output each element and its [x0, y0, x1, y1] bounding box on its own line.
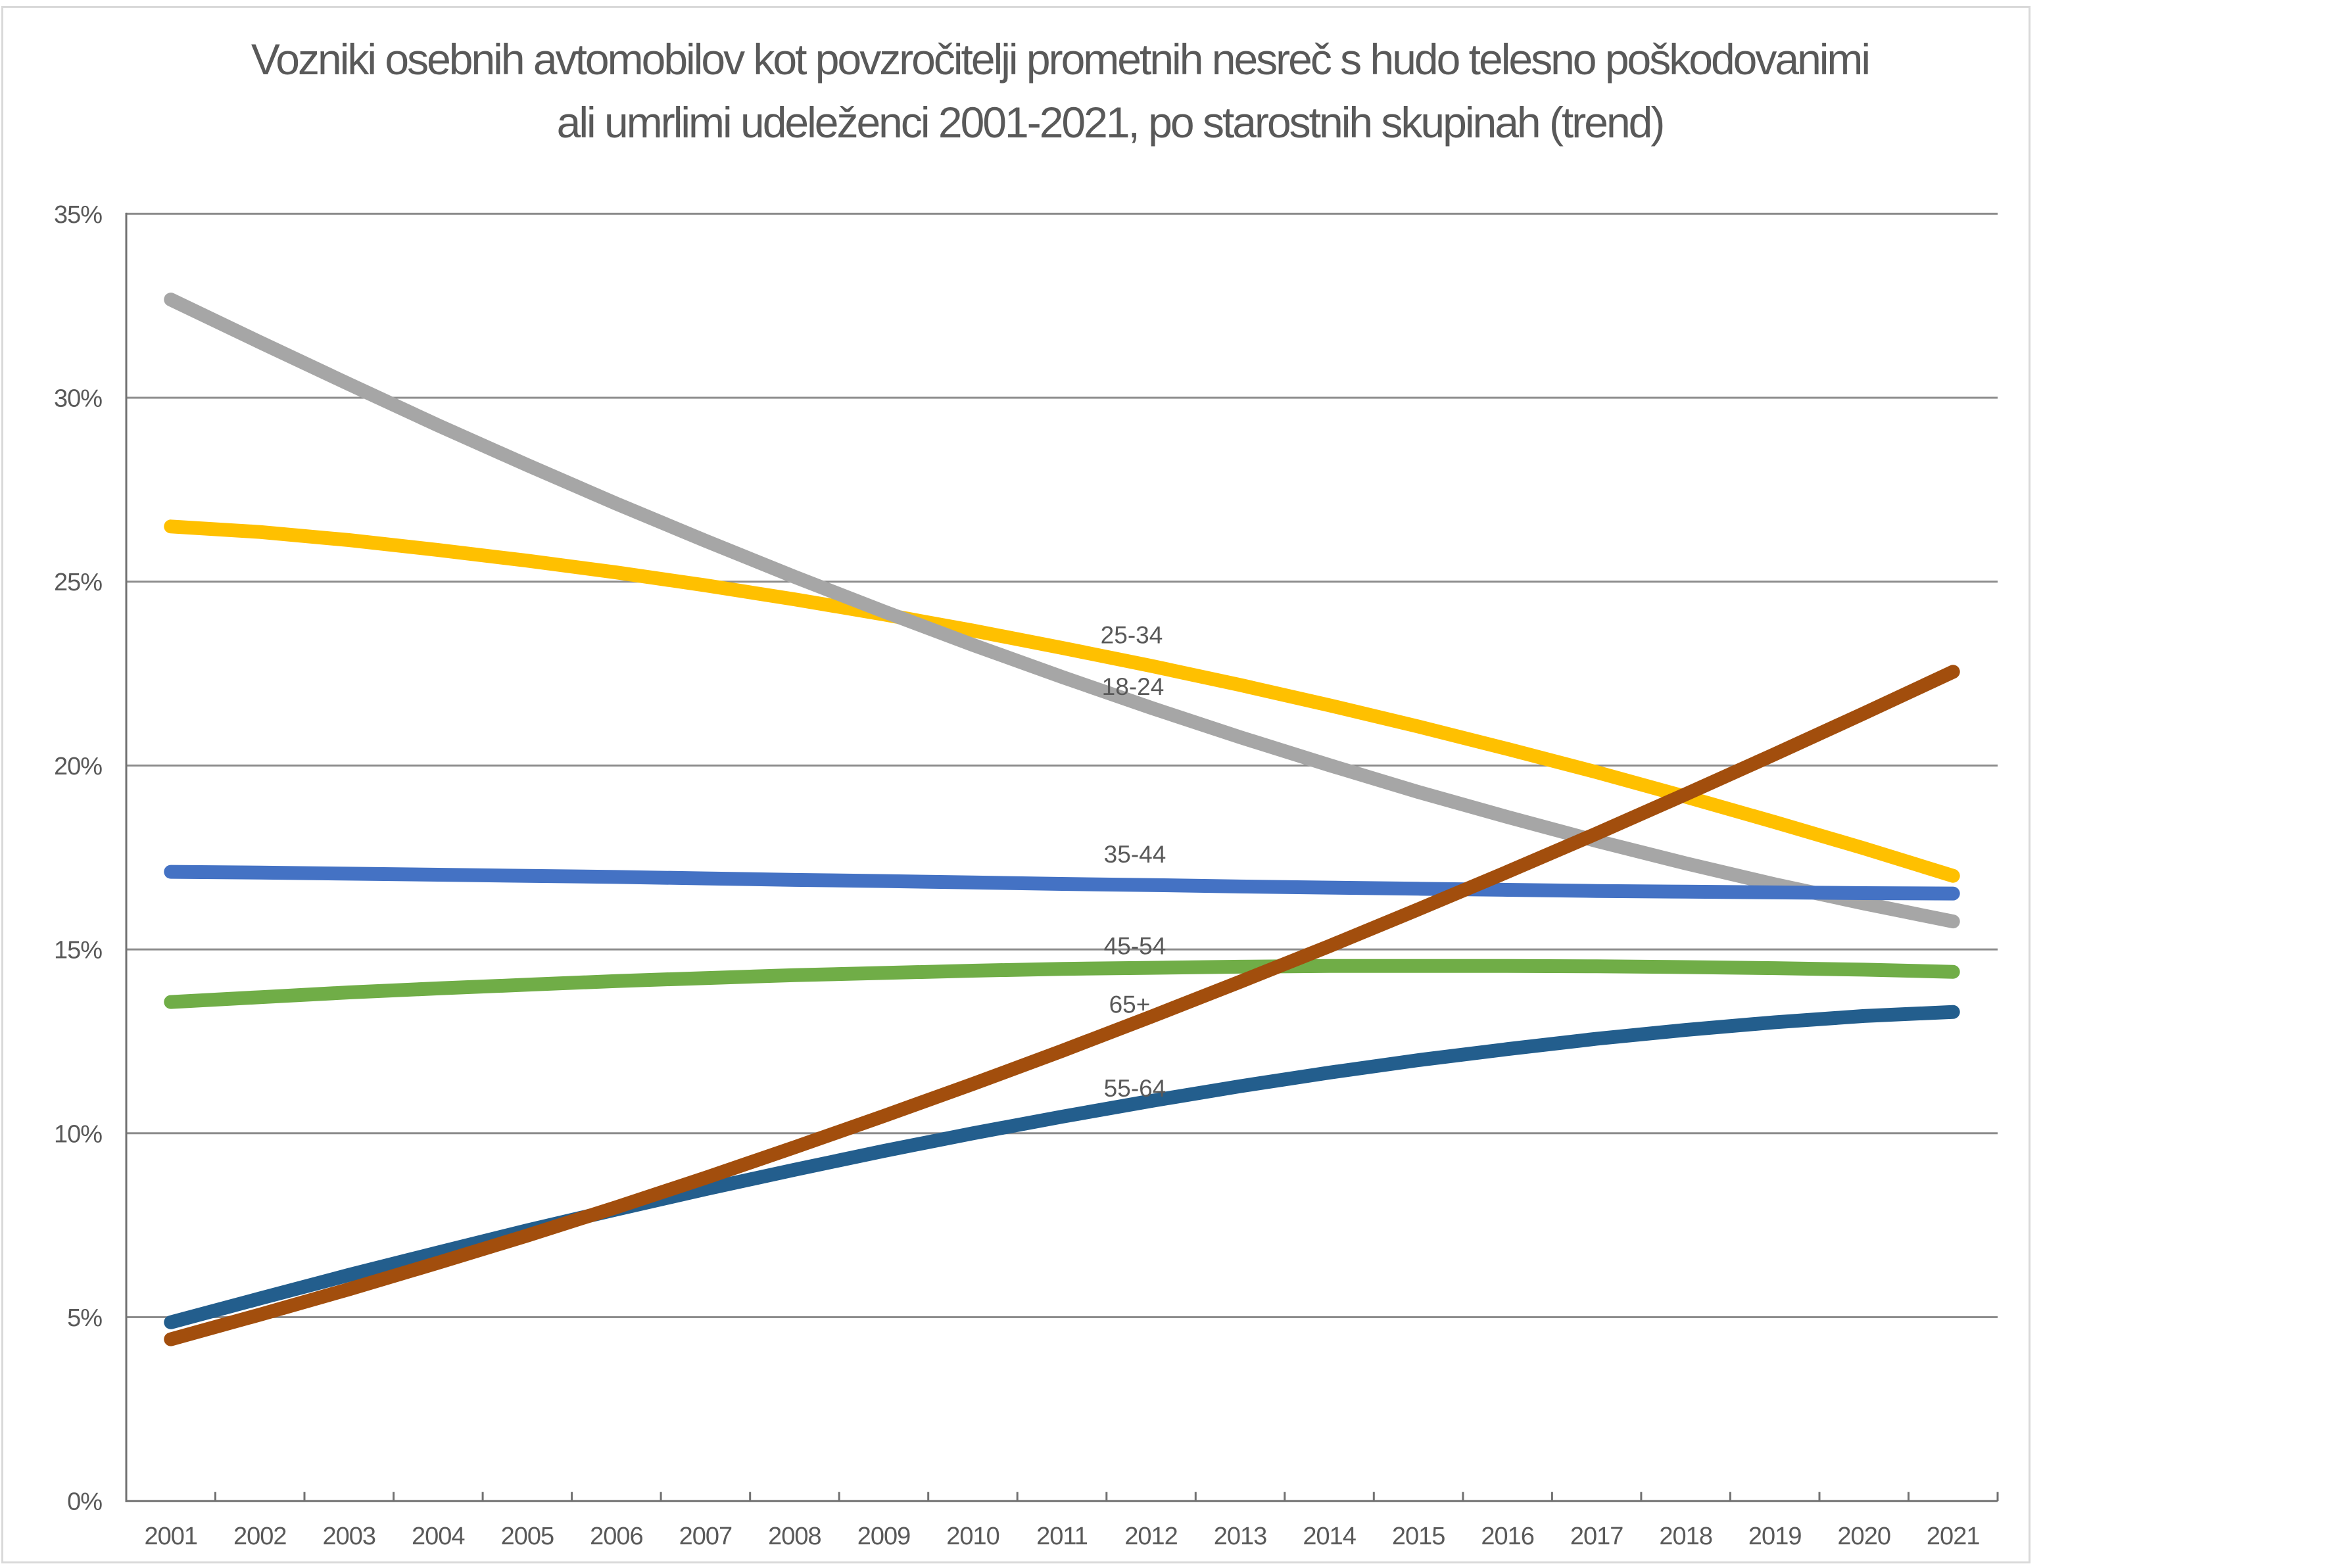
svg-text:2014: 2014	[1303, 1523, 1356, 1550]
svg-text:2004: 2004	[412, 1523, 465, 1550]
svg-text:2008: 2008	[768, 1523, 821, 1550]
svg-text:2005: 2005	[501, 1523, 554, 1550]
svg-text:2013: 2013	[1214, 1523, 1267, 1550]
svg-text:2016: 2016	[1481, 1523, 1534, 1550]
svg-text:2007: 2007	[679, 1523, 733, 1550]
svg-text:2015: 2015	[1392, 1523, 1445, 1550]
svg-text:20%: 20%	[54, 753, 102, 780]
svg-text:2019: 2019	[1748, 1523, 1802, 1550]
svg-text:2011: 2011	[1036, 1523, 1088, 1550]
svg-text:35%: 35%	[54, 201, 102, 229]
svg-text:2001: 2001	[145, 1523, 198, 1550]
svg-text:2021: 2021	[1927, 1523, 1980, 1550]
svg-text:65+: 65+	[1109, 991, 1151, 1018]
svg-text:ali umrlimi udeleženci 2001-20: ali umrlimi udeleženci 2001-2021, po sta…	[557, 98, 1664, 147]
svg-text:2020: 2020	[1837, 1523, 1890, 1550]
svg-text:35-44: 35-44	[1104, 841, 1166, 868]
svg-text:2002: 2002	[233, 1523, 287, 1550]
svg-text:2010: 2010	[946, 1523, 999, 1550]
svg-text:55-64: 55-64	[1104, 1075, 1166, 1102]
svg-text:Vozniki osebnih avtomobilov ko: Vozniki osebnih avtomobilov kot povzroči…	[251, 35, 1869, 83]
svg-text:2017: 2017	[1570, 1523, 1623, 1550]
svg-text:2006: 2006	[590, 1523, 643, 1550]
svg-text:25%: 25%	[54, 569, 102, 596]
svg-text:18-24: 18-24	[1102, 673, 1165, 700]
svg-text:45-54: 45-54	[1104, 933, 1166, 960]
svg-text:10%: 10%	[54, 1120, 102, 1148]
svg-text:2012: 2012	[1124, 1523, 1178, 1550]
svg-text:15%: 15%	[54, 937, 102, 964]
svg-text:0%: 0%	[67, 1488, 102, 1516]
svg-text:2003: 2003	[323, 1523, 376, 1550]
svg-text:2018: 2018	[1659, 1523, 1712, 1550]
svg-text:25-34: 25-34	[1101, 622, 1163, 649]
svg-text:2009: 2009	[857, 1523, 911, 1550]
svg-text:5%: 5%	[67, 1304, 102, 1332]
svg-text:30%: 30%	[54, 385, 102, 413]
